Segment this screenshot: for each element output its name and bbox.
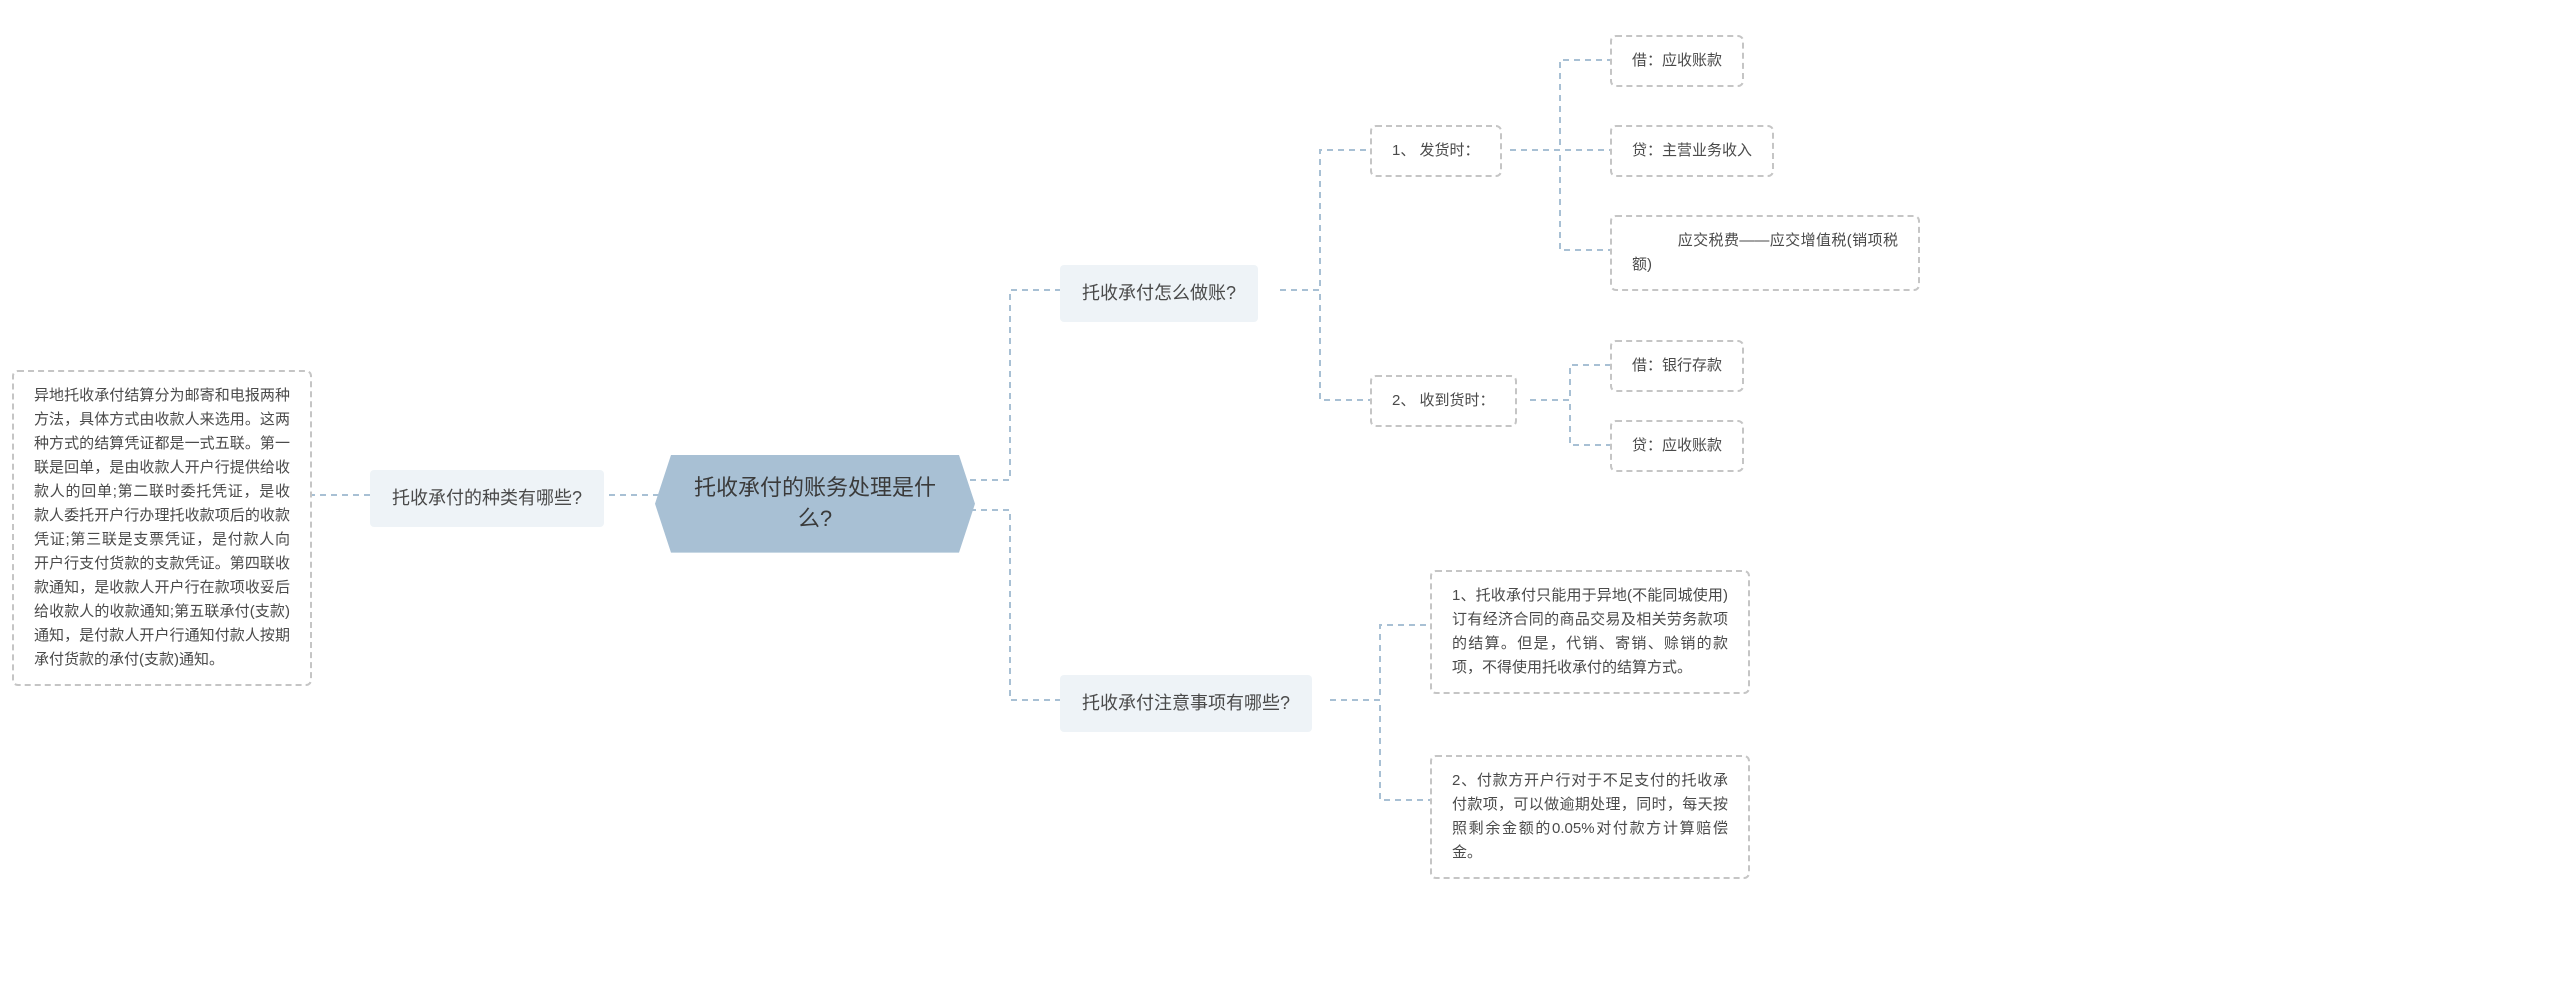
- center-node: 托收承付的账务处理是什么?: [655, 455, 975, 553]
- sub1-leaf-1: 贷：主营业务收入: [1610, 125, 1774, 177]
- right-bottom-leaf-1: 2、付款方开户行对于不足支付的托收承付款项，可以做逾期处理，同时，每天按照剩余金…: [1430, 755, 1750, 879]
- right-top-branch: 托收承付怎么做账?: [1060, 265, 1258, 322]
- right-top-sub1: 1、 发货时：: [1370, 125, 1502, 177]
- right-bottom-leaf-0: 1、托收承付只能用于异地(不能同城使用)订有经济合同的商品交易及相关劳务款项的结…: [1430, 570, 1750, 694]
- sub2-leaf-0: 借：银行存款: [1610, 340, 1744, 392]
- right-top-sub2: 2、 收到货时：: [1370, 375, 1517, 427]
- right-bottom-branch: 托收承付注意事项有哪些?: [1060, 675, 1312, 732]
- sub1-leaf-2: 应交税费——应交增值税(销项税额): [1610, 215, 1920, 291]
- sub1-leaf-0: 借：应收账款: [1610, 35, 1744, 87]
- left-leaf: 异地托收承付结算分为邮寄和电报两种方法，具体方式由收款人来选用。这两种方式的结算…: [12, 370, 312, 686]
- left-branch: 托收承付的种类有哪些?: [370, 470, 604, 527]
- sub2-leaf-1: 贷：应收账款: [1610, 420, 1744, 472]
